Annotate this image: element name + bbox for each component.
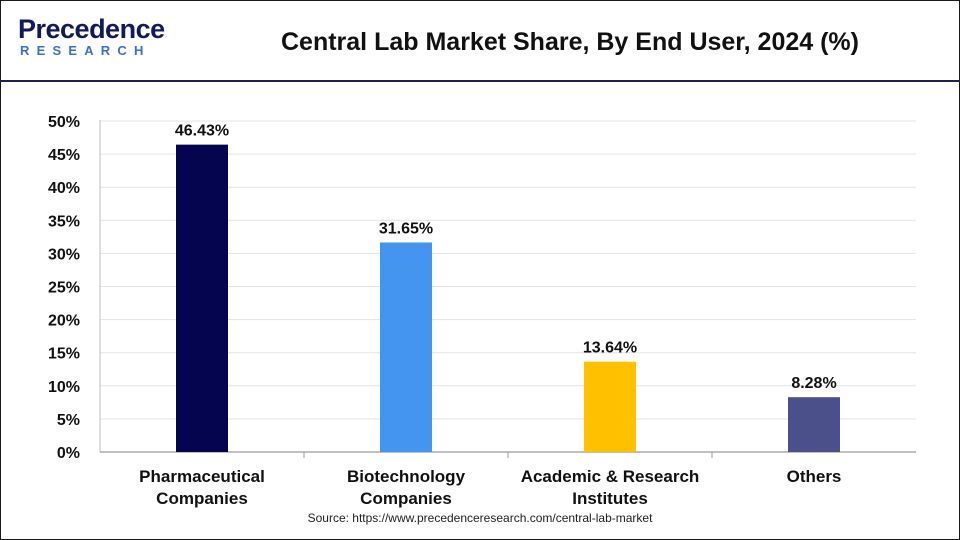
bar xyxy=(788,397,840,452)
y-tick-label: 15% xyxy=(48,346,80,363)
data-label: 46.43% xyxy=(175,123,229,140)
header: Precedence RESEARCH Central Lab Market S… xyxy=(0,0,960,82)
header-divider xyxy=(0,80,960,82)
bar-chart: 0% 5% 10% 15% 20% 25% 30% 35% 40% 45% 50% 46.43% Pha… xyxy=(48,114,916,508)
x-tick-label: Others xyxy=(787,467,842,486)
logo-subtitle: RESEARCH xyxy=(20,43,151,58)
data-label: 13.64% xyxy=(583,340,637,357)
x-tick-label: Academic & Research Institutes xyxy=(521,467,700,508)
x-tick-label: Biotechnology Companies xyxy=(347,467,466,508)
bar xyxy=(584,361,636,452)
data-label: 31.65% xyxy=(379,220,433,237)
y-tick-label: 25% xyxy=(48,280,80,297)
y-tick-label: 40% xyxy=(48,180,80,197)
bar xyxy=(380,242,432,452)
data-label: 8.28% xyxy=(791,375,836,392)
y-tick-label: 45% xyxy=(48,147,80,164)
y-tick-label: 50% xyxy=(48,114,80,131)
y-tick-label: 0% xyxy=(57,445,80,462)
precedence-research-logo: Precedence RESEARCH xyxy=(18,14,178,64)
y-tick-label: 10% xyxy=(48,379,80,396)
y-tick-label: 30% xyxy=(48,246,80,263)
x-tick-label: Pharmaceutical Companies xyxy=(139,467,265,508)
y-tick-label: 35% xyxy=(48,213,80,230)
bar xyxy=(176,144,228,452)
y-tick-label: 20% xyxy=(48,313,80,330)
source-note: Source: https://www.precedenceresearch.c… xyxy=(307,511,653,525)
chart-title: Central Lab Market Share, By End User, 2… xyxy=(281,28,859,56)
logo-wordmark: Precedence xyxy=(18,14,165,44)
y-tick-label: 5% xyxy=(57,412,80,429)
